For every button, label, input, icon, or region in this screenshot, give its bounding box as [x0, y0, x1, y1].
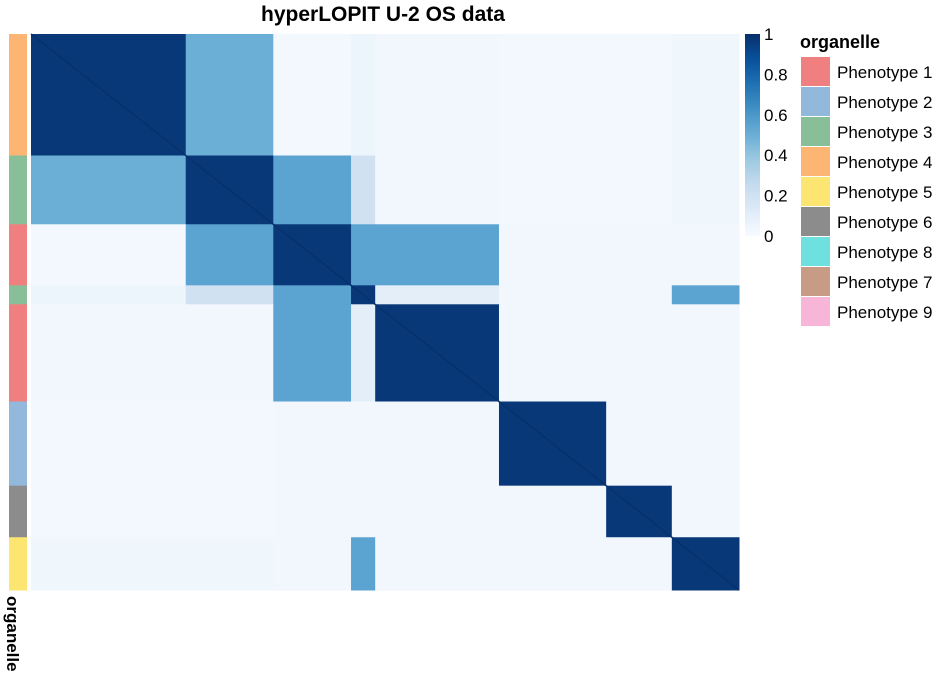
heatmap-cell [273, 34, 352, 157]
heatmap-cell [31, 285, 187, 305]
heatmap-cell [671, 224, 740, 286]
heatmap-cell [375, 155, 500, 225]
heatmap-cell [273, 285, 352, 305]
heatmap-cell [375, 485, 500, 538]
annotation-segment [9, 155, 27, 225]
heatmap-cell [375, 224, 500, 286]
heatmap-cell [185, 401, 274, 487]
heatmap-cell [498, 224, 607, 286]
heatmap-cell [671, 485, 740, 538]
colorbar: 0 0.2 0.4 0.6 0.8 1 [745, 25, 788, 246]
legend-label: Phenotype 9 [837, 303, 932, 322]
legend-label: Phenotype 8 [837, 243, 932, 262]
legend-items: Phenotype 1 Phenotype 2 Phenotype 3 Phenoty… [801, 57, 932, 326]
heatmap-cell [185, 224, 274, 286]
colorbar-tick-label: 0 [764, 227, 773, 246]
annotation-strip [9, 34, 27, 591]
annotation-segment [9, 34, 27, 157]
heatmap-cell [671, 155, 740, 225]
heatmap-cell [671, 34, 740, 157]
heatmap-cell [185, 34, 274, 157]
heatmap-cell [351, 304, 376, 403]
heatmap-cell [671, 285, 740, 305]
heatmap-cell [31, 401, 187, 487]
heatmap-cell [31, 537, 187, 591]
heatmap-cell [185, 285, 274, 305]
annotation-segment [9, 537, 27, 591]
legend-swatch [801, 267, 830, 296]
legend-swatch [801, 207, 830, 236]
legend-label: Phenotype 4 [837, 153, 932, 172]
heatmap-cell [498, 304, 607, 403]
annotation-segment [9, 485, 27, 538]
colorbar-tick-label: 0.4 [764, 146, 788, 165]
heatmap-cell [31, 485, 187, 538]
heatmap-cell [671, 304, 740, 403]
annotation-axis-label: organelle [3, 596, 22, 672]
legend-swatch [801, 117, 830, 146]
heatmap-cell [671, 401, 740, 487]
colorbar-tick-label: 0.6 [764, 106, 788, 125]
legend-swatch [801, 57, 830, 86]
annotation-segment [9, 304, 27, 403]
legend-swatch [801, 147, 830, 176]
heatmap-cell [498, 34, 607, 157]
heatmap-cell [498, 285, 607, 305]
heatmap-cells [30, 33, 740, 591]
heatmap-cell [498, 537, 607, 591]
annotation-segment [9, 224, 27, 286]
heatmap-cell [185, 485, 274, 538]
heatmap-cell [351, 224, 376, 286]
legend-label: Phenotype 2 [837, 93, 932, 112]
legend-swatch [801, 297, 830, 326]
heatmap-cell [375, 34, 500, 157]
legend-title: organelle [800, 32, 881, 52]
heatmap-cell [273, 485, 352, 538]
legend-label: Phenotype 1 [837, 63, 932, 82]
heatmap-cell [351, 401, 376, 487]
heatmap-cell [351, 485, 376, 538]
colorbar-tick-label: 1 [764, 25, 773, 44]
heatmap-cell [351, 155, 376, 225]
heatmap-cell [351, 537, 376, 591]
legend-swatch [801, 177, 830, 206]
heatmap-cell [498, 155, 607, 225]
legend-label: Phenotype 3 [837, 123, 932, 142]
heatmap-cell [273, 537, 352, 591]
legend-label: Phenotype 7 [837, 273, 932, 292]
colorbar-ticks: 0 0.2 0.4 0.6 0.8 1 [760, 25, 788, 246]
heatmap-cell [185, 537, 274, 591]
heatmap-cell [351, 34, 376, 157]
heatmap-cell [375, 401, 500, 487]
heatmap-cell [606, 401, 673, 487]
heatmap-cell [31, 304, 187, 403]
heatmap-cell [31, 155, 187, 225]
legend-label: Phenotype 5 [837, 183, 932, 202]
heatmap-cell [31, 224, 187, 286]
heatmap-cell [273, 401, 352, 487]
heatmap-cell [606, 537, 673, 591]
heatmap-cell [606, 34, 673, 157]
colorbar-rect [745, 34, 760, 236]
heatmap-cell [273, 304, 352, 403]
heatmap-cell [498, 485, 607, 538]
heatmap-cell [606, 155, 673, 225]
heatmap-cell [185, 304, 274, 403]
heatmap-cell [606, 304, 673, 403]
heatmap-cell [606, 285, 673, 305]
legend-swatch [801, 237, 830, 266]
annotation-segment [9, 401, 27, 487]
heatmap-cell [375, 285, 500, 305]
heatmap-diagonal [30, 33, 740, 591]
colorbar-tick-label: 0.2 [764, 187, 788, 206]
heatmap-cell [273, 155, 352, 225]
heatmap-cell [375, 537, 500, 591]
annotation-segment [9, 285, 27, 305]
colorbar-tick-label: 0.8 [764, 65, 788, 84]
chart-title: hyperLOPIT U-2 OS data [261, 3, 505, 26]
legend-swatch [801, 87, 830, 116]
heatmap-cell [606, 224, 673, 286]
legend-label: Phenotype 6 [837, 213, 932, 232]
